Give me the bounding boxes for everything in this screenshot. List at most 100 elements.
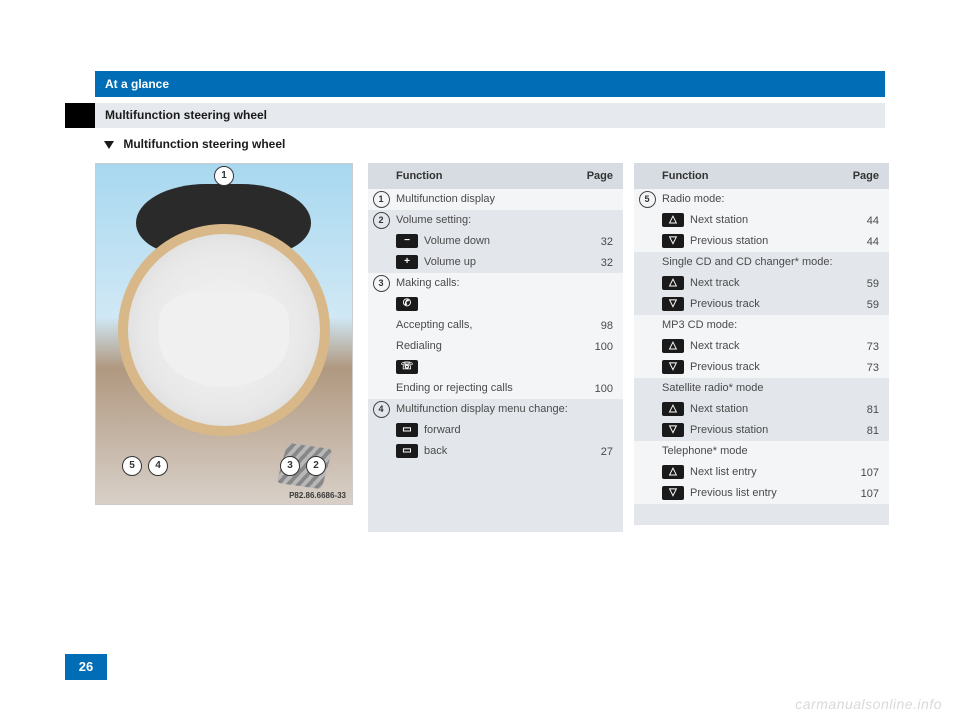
watermark: carmanualsonline.info — [795, 696, 942, 712]
row-text: Redialing — [394, 336, 569, 357]
row-text: ✆ — [394, 294, 569, 315]
row-text: ▽Previous station — [660, 231, 835, 252]
row-text: Ending or rejecting calls — [394, 378, 569, 399]
section-label: Multifunction display — [394, 189, 569, 210]
table-row: △Next station 44 — [634, 210, 889, 231]
row-page: 44 — [835, 215, 889, 227]
minus-icon: − — [396, 234, 418, 248]
table-row: ▭back 27 — [368, 441, 623, 462]
row-text: ▽Previous list entry — [660, 483, 835, 504]
manual-page: At a glance Multifunction steering wheel… — [0, 0, 960, 720]
table-header: Function Page — [368, 163, 623, 189]
down-icon: ▽ — [662, 486, 684, 500]
down-icon: ▽ — [662, 360, 684, 374]
num-badge: 3 — [373, 275, 390, 292]
row-text: △Next list entry — [660, 462, 835, 483]
num-badge: 5 — [639, 191, 656, 208]
row-text: △Next station — [660, 399, 835, 420]
table-header: Function Page — [634, 163, 889, 189]
chapter-header: At a glance — [95, 71, 885, 97]
row-text: −Volume down — [394, 231, 569, 252]
down-icon: ▽ — [662, 423, 684, 437]
function-table-1: Function Page 1 Multifunction display 2 … — [368, 163, 623, 532]
row-page: 59 — [835, 299, 889, 311]
down-icon: ▽ — [662, 234, 684, 248]
row-page: 73 — [835, 362, 889, 374]
table-row: △Next track 59 — [634, 273, 889, 294]
row-page: 73 — [835, 341, 889, 353]
row-text: ▽Previous station — [660, 420, 835, 441]
row-text: △Next station — [660, 210, 835, 231]
up-icon: △ — [662, 402, 684, 416]
section-label: Radio mode: — [660, 189, 835, 210]
down-icon: ▽ — [662, 297, 684, 311]
row-page: 100 — [569, 383, 623, 395]
table-filler — [368, 462, 623, 532]
steering-wheel-shape — [118, 224, 330, 436]
function-table-2: Function Page 5 Radio mode: △Next statio… — [634, 163, 889, 525]
up-icon: △ — [662, 339, 684, 353]
section-subtitle: Multifunction steering wheel — [104, 137, 285, 151]
table-row: ▽Previous track 59 — [634, 294, 889, 315]
section-label: MP3 CD mode: — [660, 315, 835, 336]
fwd-icon: ▭ — [396, 423, 418, 437]
row-text: △Next track — [660, 273, 835, 294]
section-label: Multifunction display menu change: — [394, 399, 569, 420]
section-label: Satellite radio* mode — [660, 378, 835, 399]
back-icon: ▭ — [396, 444, 418, 458]
table-row: 4 Multifunction display menu change: — [368, 399, 623, 420]
table-row: ▭forward — [368, 420, 623, 441]
callout-3: 3 — [280, 456, 300, 476]
plus-icon: + — [396, 255, 418, 269]
row-page: 32 — [569, 257, 623, 269]
up-icon: △ — [662, 276, 684, 290]
row-page: 100 — [569, 341, 623, 353]
row-page: 107 — [835, 488, 889, 500]
row-page: 98 — [569, 320, 623, 332]
table-row: Accepting calls, 98 — [368, 315, 623, 336]
table-row: ▽Previous station 44 — [634, 231, 889, 252]
callout-4: 4 — [148, 456, 168, 476]
callout-5: 5 — [122, 456, 142, 476]
table-row: MP3 CD mode: — [634, 315, 889, 336]
phone_down-icon: ☏ — [396, 360, 418, 374]
table-row: 3 Making calls: — [368, 273, 623, 294]
col-page: Page — [569, 170, 623, 182]
table-row: ▽Previous track 73 — [634, 357, 889, 378]
row-text: ▭forward — [394, 420, 569, 441]
table-row: −Volume down 32 — [368, 231, 623, 252]
table-row: △Next list entry 107 — [634, 462, 889, 483]
section-bar: Multifunction steering wheel — [95, 103, 885, 128]
page-number: 26 — [65, 654, 107, 680]
row-text: ▽Previous track — [660, 357, 835, 378]
table-row: 5 Radio mode: — [634, 189, 889, 210]
table-row: Single CD and CD changer* mode: — [634, 252, 889, 273]
table-row: 1 Multifunction display — [368, 189, 623, 210]
row-text: △Next track — [660, 336, 835, 357]
table-row: △Next track 73 — [634, 336, 889, 357]
wheel-hub — [159, 292, 289, 387]
section-label: Making calls: — [394, 273, 569, 294]
phone_up-icon: ✆ — [396, 297, 418, 311]
section-label: Single CD and CD changer* mode: — [660, 252, 835, 273]
row-text: ▭back — [394, 441, 569, 462]
table-row: ▽Previous station 81 — [634, 420, 889, 441]
row-text: Accepting calls, — [394, 315, 569, 336]
section-label: Telephone* mode — [660, 441, 835, 462]
row-page: 44 — [835, 236, 889, 248]
table-body-2: 5 Radio mode: △Next station 44 ▽Previous… — [634, 189, 889, 525]
callout-1: 1 — [214, 166, 234, 186]
row-page: 81 — [835, 404, 889, 416]
table-body-1: 1 Multifunction display 2 Volume setting… — [368, 189, 623, 532]
num-badge: 1 — [373, 191, 390, 208]
table-row: Ending or rejecting calls 100 — [368, 378, 623, 399]
table-row: ✆ — [368, 294, 623, 315]
section-label: Volume setting: — [394, 210, 569, 231]
steering-wheel-figure: 1 2 3 4 5 P82.86.6686-33 — [95, 163, 353, 505]
row-text: +Volume up — [394, 252, 569, 273]
row-page: 27 — [569, 446, 623, 458]
up-icon: △ — [662, 465, 684, 479]
row-page: 32 — [569, 236, 623, 248]
table-row: +Volume up 32 — [368, 252, 623, 273]
table-row: ▽Previous list entry 107 — [634, 483, 889, 504]
